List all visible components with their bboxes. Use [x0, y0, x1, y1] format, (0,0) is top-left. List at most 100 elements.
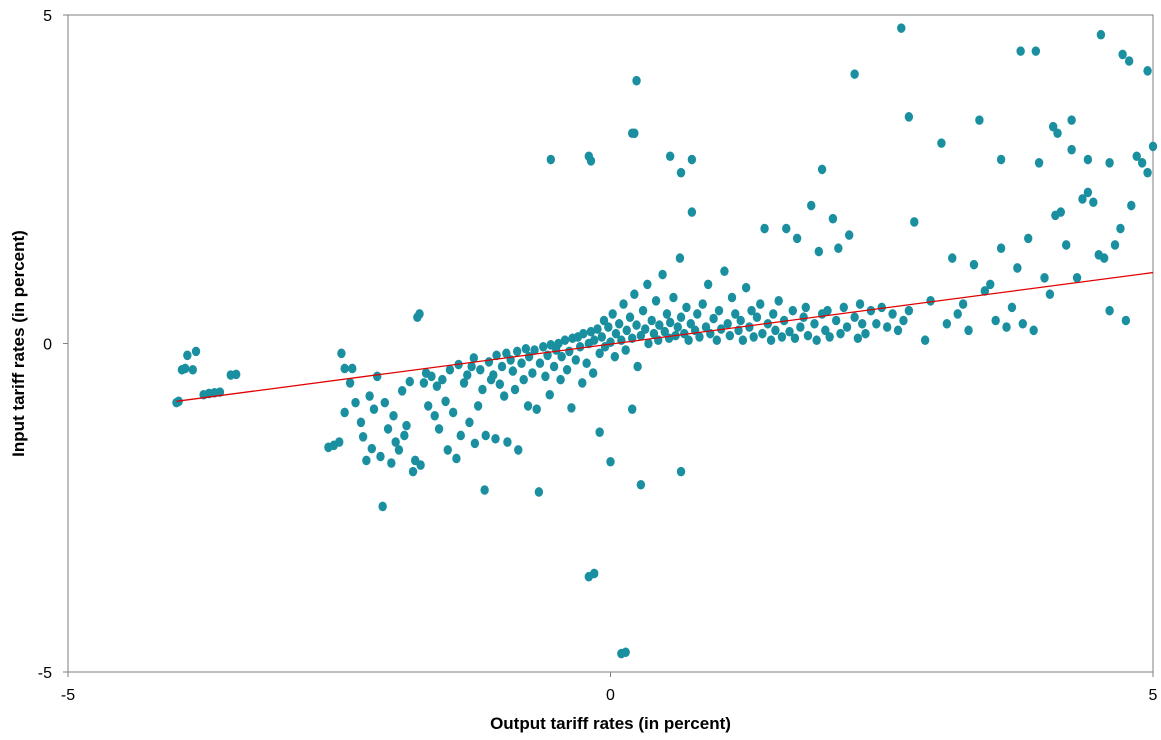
- data-point: [586, 326, 596, 337]
- data-point: [503, 437, 512, 447]
- data-point: [1143, 66, 1152, 76]
- data-point: [427, 371, 436, 382]
- data-point: [725, 330, 735, 341]
- data-point: [714, 305, 724, 316]
- data-point: [521, 343, 531, 354]
- data-point: [662, 309, 672, 319]
- data-point: [599, 315, 609, 326]
- data-point: [628, 404, 637, 415]
- data-point: [528, 368, 537, 378]
- data-point: [834, 243, 843, 254]
- data-point: [665, 317, 675, 328]
- data-point: [855, 299, 865, 309]
- data-point: [636, 330, 646, 341]
- data-point: [899, 315, 908, 326]
- data-point: [467, 361, 476, 372]
- data-point: [358, 431, 368, 442]
- data-point: [651, 295, 661, 306]
- data-point: [1048, 121, 1058, 132]
- data-point: [836, 328, 845, 339]
- data-point: [1056, 207, 1065, 217]
- data-point: [469, 353, 478, 363]
- data-point: [621, 345, 630, 355]
- data-point: [424, 401, 433, 411]
- data-point: [476, 364, 485, 375]
- data-point: [777, 332, 787, 342]
- data-point: [850, 312, 859, 323]
- data-point: [514, 445, 523, 455]
- data-point: [621, 647, 630, 658]
- data-point: [231, 369, 241, 380]
- x-tick-label: 0: [606, 687, 615, 704]
- data-point: [747, 305, 756, 316]
- data-point: [872, 318, 881, 329]
- x-tick-label: 5: [1149, 687, 1158, 704]
- data-point: [850, 69, 859, 79]
- data-point: [823, 305, 832, 316]
- data-point: [369, 404, 379, 415]
- data-point: [861, 328, 870, 339]
- axis-ticks: -5 0 5 5 0 -5: [38, 8, 1158, 704]
- data-point: [400, 430, 409, 441]
- data-point: [638, 305, 648, 316]
- y-tick-label: 0: [43, 337, 52, 354]
- data-point: [356, 417, 366, 428]
- data-point: [380, 397, 390, 408]
- data-point: [845, 230, 854, 240]
- data-point: [610, 351, 620, 362]
- data-point: [606, 337, 615, 347]
- data-point: [452, 453, 461, 464]
- data-point: [1029, 325, 1038, 336]
- data-point: [595, 427, 604, 437]
- data-point: [465, 417, 474, 428]
- data-point: [556, 374, 565, 385]
- data-point: [373, 371, 382, 382]
- data-point: [492, 350, 501, 361]
- data-point: [782, 223, 791, 234]
- data-point: [756, 299, 765, 309]
- data-point: [348, 363, 357, 374]
- data-point: [693, 309, 702, 319]
- data-point: [582, 358, 591, 369]
- data-point: [1089, 197, 1098, 208]
- data-point: [752, 312, 762, 323]
- data-point: [758, 328, 767, 339]
- data-point: [1121, 315, 1131, 326]
- data-point: [788, 305, 797, 316]
- data-point: [614, 318, 624, 329]
- data-point: [801, 302, 810, 313]
- data-point: [926, 295, 935, 306]
- data-point: [606, 456, 615, 467]
- data-point: [839, 302, 848, 313]
- data-point: [948, 253, 957, 263]
- data-point: [535, 358, 545, 369]
- data-point: [779, 315, 789, 326]
- data-point: [687, 207, 697, 217]
- data-point: [644, 338, 653, 349]
- data-point: [1143, 167, 1152, 178]
- data-point: [495, 379, 505, 390]
- data-point: [595, 348, 604, 359]
- data-point: [1040, 273, 1049, 283]
- data-point: [655, 320, 664, 330]
- data-point: [508, 366, 518, 376]
- data-point: [749, 332, 758, 342]
- data-point: [723, 318, 732, 329]
- data-point: [897, 23, 906, 33]
- data-point: [1148, 141, 1158, 152]
- data-point: [478, 384, 487, 395]
- data-point: [351, 397, 360, 408]
- data-point: [335, 437, 344, 447]
- data-point: [532, 404, 541, 415]
- data-point: [1024, 233, 1033, 244]
- data-point: [769, 309, 778, 319]
- data-point: [565, 346, 574, 357]
- data-point: [443, 445, 452, 455]
- y-axis-title: Input tariff rates (in percent): [9, 230, 28, 457]
- data-point: [445, 364, 455, 375]
- data-point: [703, 279, 713, 290]
- data-point: [459, 378, 469, 388]
- data-point: [828, 213, 838, 224]
- data-point: [586, 156, 596, 166]
